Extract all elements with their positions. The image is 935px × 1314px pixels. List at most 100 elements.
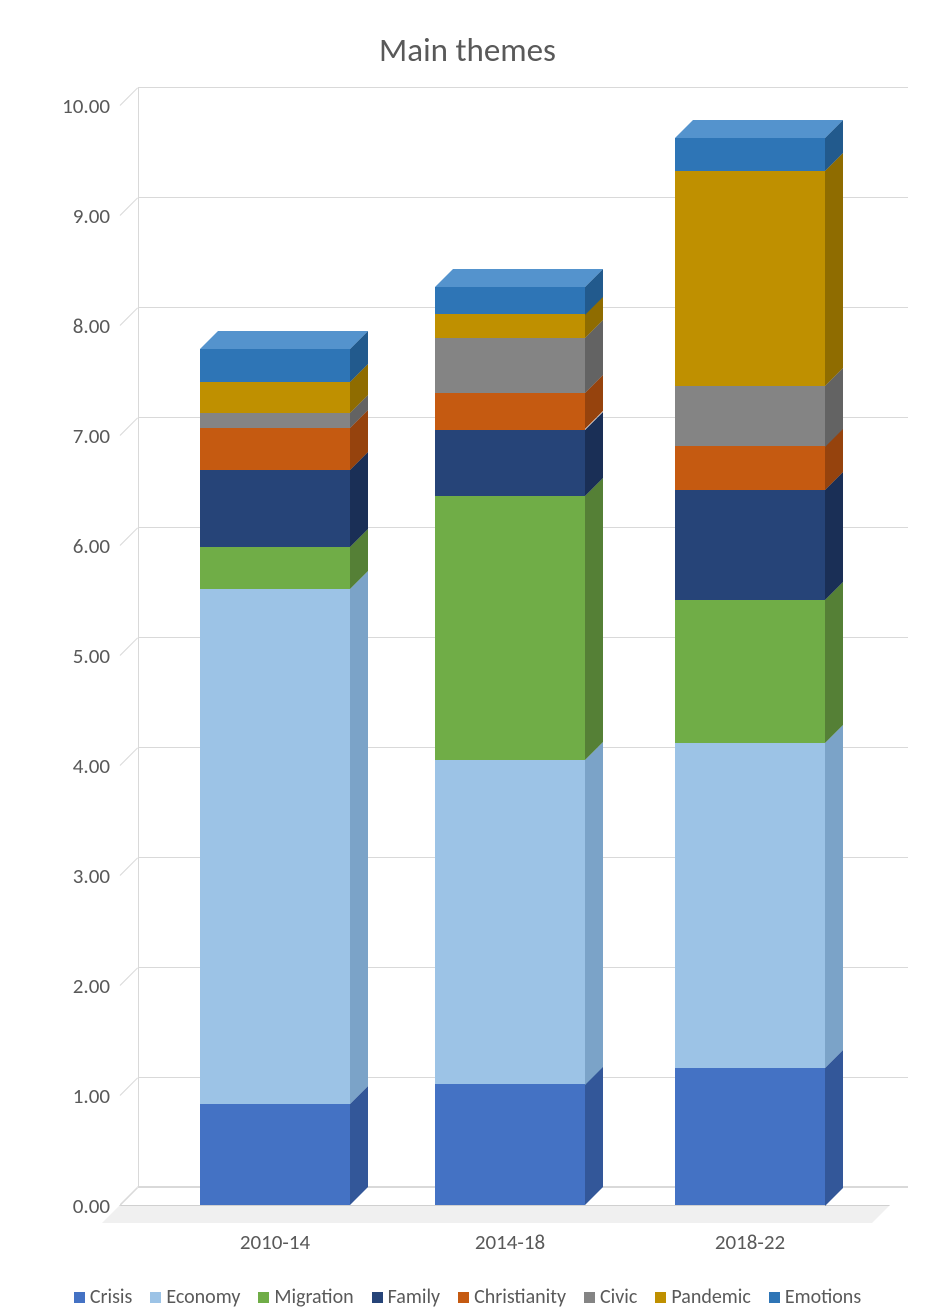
y-tick-label: 0.00 bbox=[73, 1193, 110, 1219]
y-tick-label: 8.00 bbox=[73, 313, 110, 339]
legend-label: Family bbox=[388, 1285, 440, 1309]
segment-front bbox=[675, 138, 825, 171]
segment-economy bbox=[200, 589, 350, 1104]
y-tick-label: 10.00 bbox=[62, 93, 110, 119]
segment-front bbox=[200, 589, 350, 1104]
segment-crisis bbox=[435, 1084, 585, 1205]
y-tick-label: 5.00 bbox=[73, 643, 110, 669]
segment-side bbox=[825, 1050, 843, 1206]
y-tick-label: 1.00 bbox=[73, 1083, 110, 1109]
segment-crisis bbox=[675, 1068, 825, 1206]
segment-front bbox=[675, 743, 825, 1068]
chart-container: 2010-142014-182018-22 0.001.002.003.004.… bbox=[30, 95, 905, 1225]
legend-label: Economy bbox=[166, 1285, 240, 1309]
floor-3d bbox=[102, 1205, 890, 1223]
segment-front bbox=[675, 446, 825, 490]
legend-swatch bbox=[458, 1292, 469, 1303]
segment-pandemic bbox=[435, 314, 585, 338]
segment-front bbox=[435, 760, 585, 1085]
segment-front bbox=[200, 413, 350, 428]
legend-item-civic: Civic bbox=[584, 1285, 637, 1309]
legend-label: Emotions bbox=[785, 1285, 861, 1309]
chart-title: Main themes bbox=[30, 30, 905, 70]
segment-top bbox=[200, 331, 368, 349]
legend-item-family: Family bbox=[372, 1285, 440, 1309]
segment-family bbox=[675, 490, 825, 600]
segment-top bbox=[675, 120, 843, 138]
segment-economy bbox=[435, 760, 585, 1085]
segment-migration bbox=[435, 496, 585, 760]
legend-item-pandemic: Pandemic bbox=[655, 1285, 750, 1309]
segment-front bbox=[200, 547, 350, 589]
legend-swatch bbox=[584, 1292, 595, 1303]
x-tick-label: 2018-22 bbox=[660, 1229, 840, 1255]
legend-item-crisis: Crisis bbox=[74, 1285, 132, 1309]
segment-emotions bbox=[435, 287, 585, 315]
segment-side bbox=[825, 725, 843, 1068]
legend-item-emotions: Emotions bbox=[769, 1285, 861, 1309]
segment-front bbox=[200, 349, 350, 382]
segment-family bbox=[200, 470, 350, 547]
legend-label: Christianity bbox=[474, 1285, 566, 1309]
segment-crisis bbox=[200, 1104, 350, 1205]
segment-side bbox=[350, 1086, 368, 1205]
y-tick-label: 9.00 bbox=[73, 203, 110, 229]
segment-civic bbox=[675, 386, 825, 447]
legend-item-christianity: Christianity bbox=[458, 1285, 566, 1309]
chart-legend: Crisis Economy Migration Family Christianity… bbox=[0, 1285, 935, 1309]
segment-christianity bbox=[435, 393, 585, 429]
segment-front bbox=[675, 600, 825, 743]
y-tick-label: 3.00 bbox=[73, 863, 110, 889]
segment-front bbox=[435, 496, 585, 760]
segment-front bbox=[200, 428, 350, 470]
y-tick-label: 2.00 bbox=[73, 973, 110, 999]
legend-swatch bbox=[150, 1292, 161, 1303]
legend-swatch bbox=[372, 1292, 383, 1303]
segment-front bbox=[200, 1104, 350, 1205]
plot-area: 2010-142014-182018-22 bbox=[120, 105, 890, 1205]
segment-migration bbox=[675, 600, 825, 743]
segment-front bbox=[435, 1084, 585, 1205]
legend-swatch bbox=[258, 1292, 269, 1303]
segment-front bbox=[435, 338, 585, 393]
legend-label: Civic bbox=[600, 1285, 637, 1309]
segment-front bbox=[435, 314, 585, 338]
segment-side bbox=[585, 478, 603, 760]
segment-civic bbox=[435, 338, 585, 393]
legend-label: Pandemic bbox=[671, 1285, 750, 1309]
segment-emotions bbox=[675, 138, 825, 171]
legend-label: Migration bbox=[274, 1285, 353, 1309]
segment-emotions bbox=[200, 349, 350, 382]
legend-swatch bbox=[769, 1292, 780, 1303]
segment-front bbox=[675, 1068, 825, 1206]
legend-swatch bbox=[655, 1292, 666, 1303]
segment-family bbox=[435, 430, 585, 496]
legend-item-migration: Migration bbox=[258, 1285, 353, 1309]
gridline bbox=[138, 87, 908, 88]
segment-pandemic bbox=[675, 171, 825, 386]
segment-front bbox=[200, 470, 350, 547]
legend-item-economy: Economy bbox=[150, 1285, 240, 1309]
segment-economy bbox=[675, 743, 825, 1068]
segment-front bbox=[435, 287, 585, 315]
segment-side bbox=[585, 742, 603, 1085]
segment-top bbox=[435, 269, 603, 287]
segment-side bbox=[350, 571, 368, 1104]
x-tick-label: 2010-14 bbox=[185, 1229, 365, 1255]
segment-side bbox=[825, 153, 843, 386]
y-tick-label: 6.00 bbox=[73, 533, 110, 559]
legend-swatch bbox=[74, 1292, 85, 1303]
x-tick-label: 2014-18 bbox=[420, 1229, 600, 1255]
segment-front bbox=[675, 490, 825, 600]
segment-front bbox=[675, 171, 825, 386]
segment-side bbox=[825, 472, 843, 600]
legend-label: Crisis bbox=[90, 1285, 132, 1309]
segment-front bbox=[435, 430, 585, 496]
y-tick-label: 7.00 bbox=[73, 423, 110, 449]
segment-christianity bbox=[200, 428, 350, 470]
segment-side bbox=[825, 582, 843, 743]
segment-pandemic bbox=[200, 382, 350, 413]
segment-front bbox=[200, 382, 350, 413]
segment-front bbox=[675, 386, 825, 447]
segment-front bbox=[435, 393, 585, 429]
